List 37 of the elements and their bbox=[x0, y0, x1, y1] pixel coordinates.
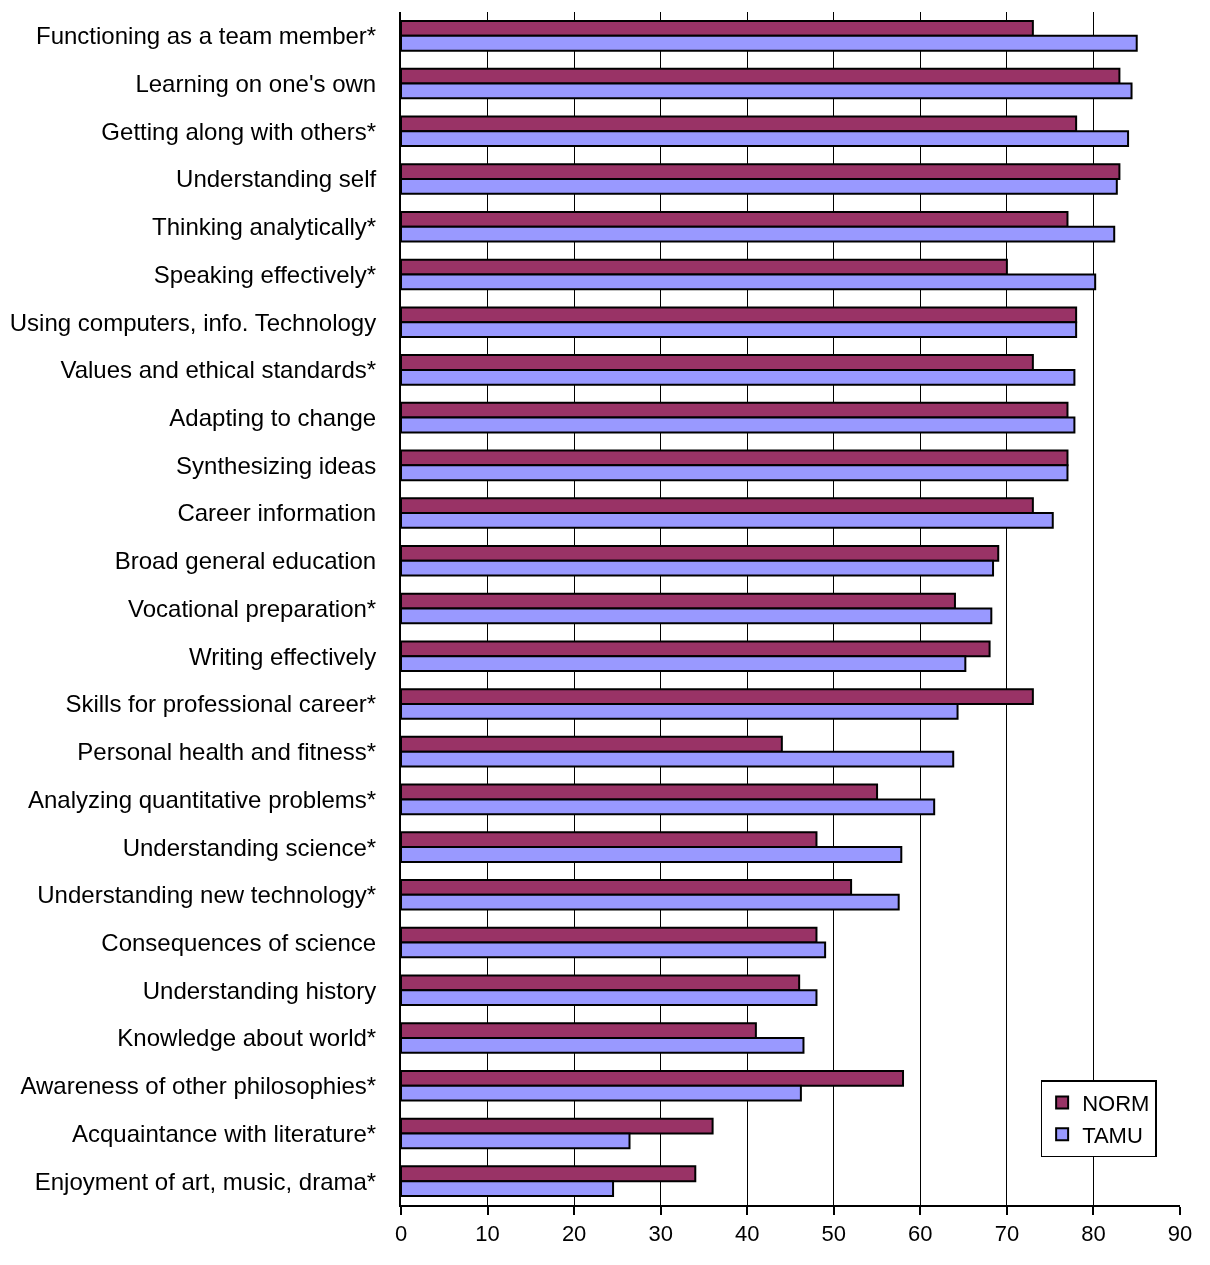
x-tick-label: 60 bbox=[908, 1221, 933, 1247]
x-tick-label: 10 bbox=[475, 1221, 500, 1247]
y-tick-label: Thinking analytically* bbox=[152, 213, 377, 241]
y-tick-label: Consequences of science bbox=[101, 928, 377, 956]
y-tick-label: Knowledge about world* bbox=[117, 1024, 377, 1052]
y-tick-label: Awareness of other philosophies* bbox=[20, 1072, 377, 1100]
y-tick-label: Getting along with others* bbox=[101, 117, 377, 145]
y-tick-label: Values and ethical standards* bbox=[60, 356, 377, 384]
y-tick-label: Adapting to change bbox=[169, 404, 377, 432]
y-tick-label: Writing effectively bbox=[189, 642, 377, 670]
y-tick-label: Career information bbox=[177, 499, 377, 527]
y-tick-label: Understanding science* bbox=[122, 833, 377, 861]
x-tick-label: 30 bbox=[648, 1221, 673, 1247]
y-tick-label: Enjoyment of art, music, drama* bbox=[34, 1167, 377, 1195]
y-tick-label: Learning on one's own bbox=[135, 69, 377, 97]
y-tick-label: Broad general education bbox=[114, 547, 377, 575]
legend-label: NORM bbox=[1082, 1091, 1150, 1117]
y-tick-label: Synthesizing ideas bbox=[176, 451, 377, 479]
y-tick-label: Speaking effectively* bbox=[153, 260, 377, 288]
y-tick-label: Personal health and fitness* bbox=[77, 738, 377, 766]
y-tick-label: Vocational preparation* bbox=[128, 594, 377, 622]
x-tick-label: 90 bbox=[1167, 1221, 1193, 1247]
y-tick-label: Acquaintance with literature* bbox=[72, 1119, 377, 1147]
y-tick-label: Understanding self bbox=[176, 165, 377, 193]
y-tick-label: Functioning as a team member* bbox=[36, 22, 377, 50]
x-tick-label: 0 bbox=[394, 1221, 408, 1247]
x-tick-label: 70 bbox=[994, 1221, 1020, 1247]
y-tick-label: Understanding history bbox=[142, 976, 377, 1004]
y-tick-label: Analyzing quantitative problems* bbox=[28, 785, 377, 813]
y-tick-label: Using computers, info. Technology bbox=[9, 308, 377, 336]
x-tick-label: 50 bbox=[821, 1221, 847, 1247]
x-tick-label: 20 bbox=[561, 1221, 587, 1247]
y-tick-label: Understanding new technology* bbox=[37, 881, 377, 909]
legend-label: TAMU bbox=[1082, 1122, 1143, 1148]
y-tick-label: Skills for professional career* bbox=[65, 690, 377, 718]
x-tick-label: 40 bbox=[734, 1221, 760, 1247]
x-tick-label: 80 bbox=[1081, 1221, 1106, 1247]
